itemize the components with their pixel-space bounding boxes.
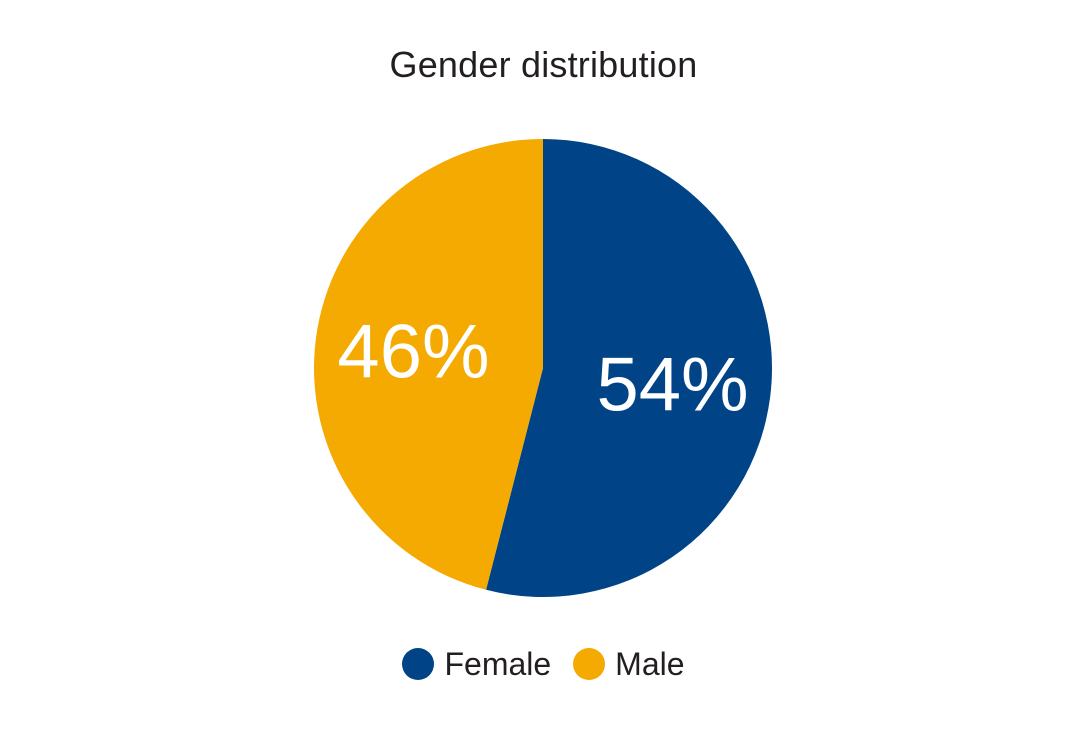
slice-label-male: 46% <box>337 310 489 395</box>
legend: Female Male <box>0 644 1087 684</box>
legend-swatch-male <box>573 648 606 680</box>
legend-label-female: Female <box>444 646 552 682</box>
pie-slice-female <box>486 139 773 597</box>
chart-title: Gender distribution <box>389 44 698 85</box>
legend-item-male: Male <box>573 644 685 684</box>
legend-swatch-female <box>402 648 435 680</box>
legend-label-male: Male <box>615 646 685 682</box>
pie-slice-male <box>313 139 543 590</box>
slice-label-female: 54% <box>596 342 748 427</box>
legend-item-female: Female <box>402 644 551 684</box>
